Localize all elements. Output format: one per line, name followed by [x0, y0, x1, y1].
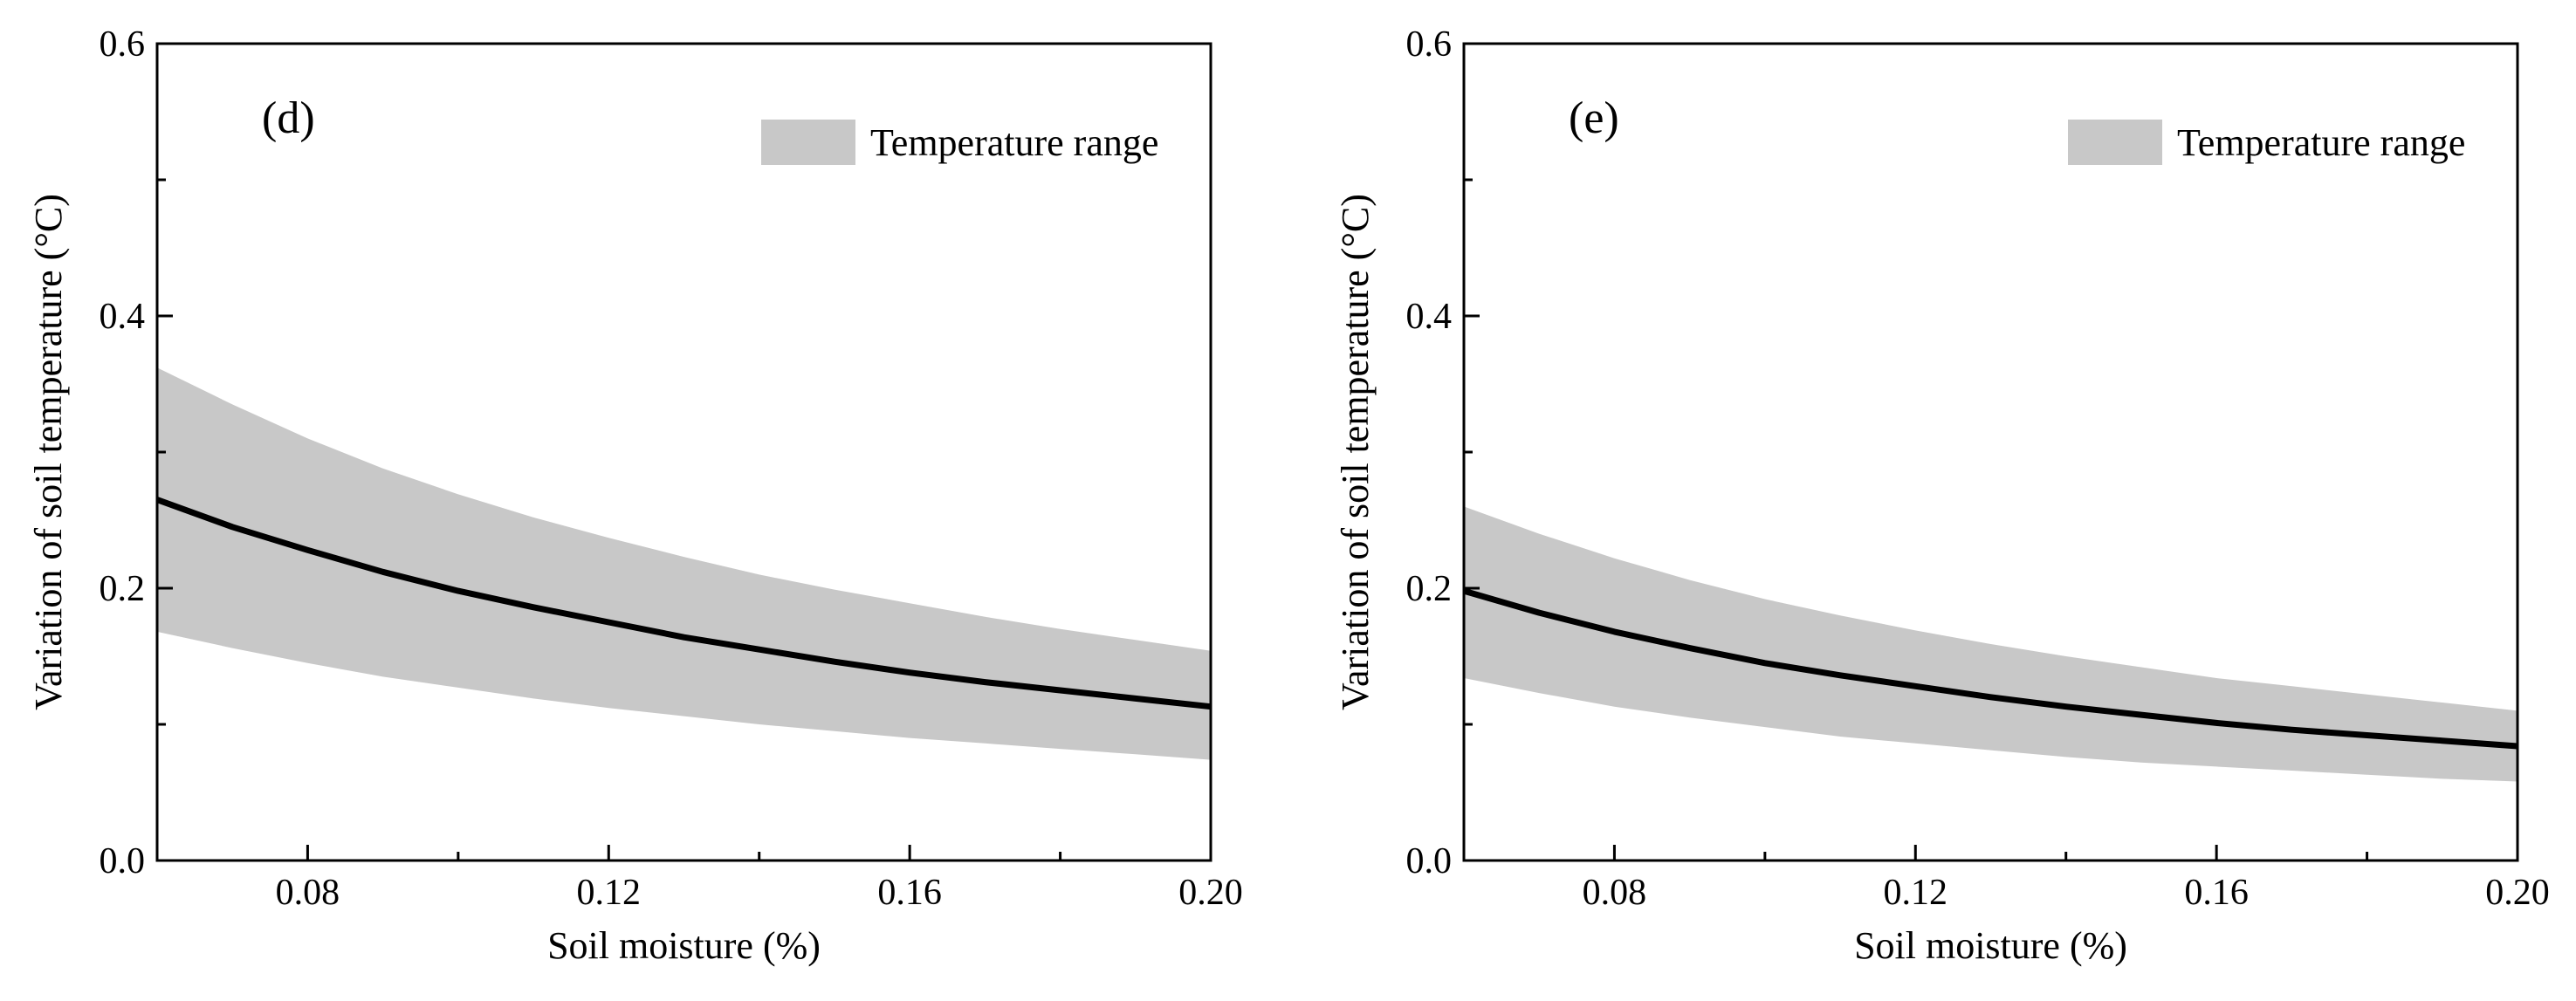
- chart-panel-e: 0.0 0.2 0.4 0.6 0.08 0.12 0.16 0.20 Soil…: [1334, 24, 2550, 967]
- chart-panel-d: 0.0 0.2 0.4 0.6 0.08 0.12 0.16 0.20 Soil…: [27, 24, 1243, 967]
- temperature-range-band-layer: [1464, 506, 2518, 782]
- x-tick-label: 0.12: [577, 873, 642, 913]
- mean-line-layer: [155, 497, 1212, 710]
- y-tick-label: 0.2: [100, 569, 146, 609]
- y-axis-title: Variation of soil temperature (°C): [27, 194, 70, 710]
- y-tick-label: 0.4: [100, 297, 146, 337]
- panel-label: (d): [262, 93, 315, 143]
- y-tick-labels: 0.0 0.2 0.4 0.6: [100, 24, 146, 881]
- y-tick-label: 0.2: [1406, 569, 1453, 609]
- x-tick-label: 0.08: [1583, 873, 1647, 913]
- legend-swatch: [761, 120, 855, 165]
- x-axis-title: Soil moisture (%): [547, 924, 821, 967]
- axis-ticks: [1462, 42, 2519, 862]
- x-tick-label: 0.08: [276, 873, 340, 913]
- x-tick-label: 0.16: [2184, 873, 2249, 913]
- y-tick-label: 0.6: [1406, 24, 1453, 65]
- y-tick-label: 0.4: [1406, 297, 1453, 337]
- temperature-range-band: [1464, 506, 2518, 782]
- x-tick-label: 0.20: [1178, 873, 1243, 913]
- y-tick-label: 0.0: [1406, 841, 1453, 881]
- legend-label: Temperature range: [2177, 121, 2465, 164]
- axis-ticks: [155, 42, 1212, 862]
- y-tick-labels: 0.0 0.2 0.4 0.6: [1406, 24, 1453, 881]
- mean-variation-line: [155, 497, 1212, 710]
- x-tick-label: 0.12: [1884, 873, 1948, 913]
- y-tick-label: 0.0: [100, 841, 146, 881]
- legend-label: Temperature range: [870, 121, 1158, 164]
- temperature-range-band-layer: [157, 367, 1211, 760]
- x-tick-labels: 0.08 0.12 0.16 0.20: [1583, 873, 2550, 913]
- panel-label: (e): [1569, 93, 1619, 143]
- x-tick-label: 0.16: [877, 873, 942, 913]
- mean-line-layer: [1463, 587, 2518, 750]
- y-tick-label: 0.6: [100, 24, 146, 65]
- mean-variation-line: [1463, 587, 2518, 750]
- x-tick-labels: 0.08 0.12 0.16 0.20: [276, 873, 1243, 913]
- x-axis-title: Soil moisture (%): [1854, 924, 2127, 967]
- legend-swatch: [2068, 120, 2162, 165]
- x-tick-label: 0.20: [2485, 873, 2550, 913]
- temperature-range-band: [157, 367, 1211, 760]
- y-axis-title: Variation of soil temperature (°C): [1334, 194, 1377, 710]
